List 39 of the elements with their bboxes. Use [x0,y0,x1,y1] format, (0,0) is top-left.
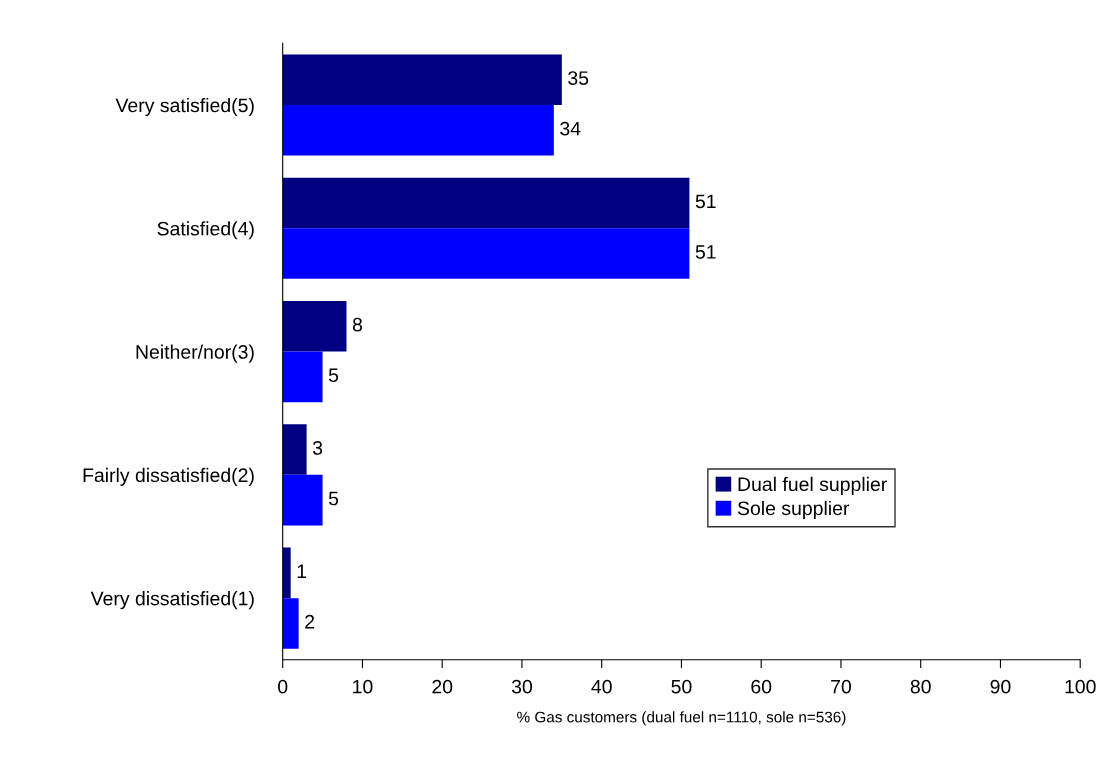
data-label: 51 [695,194,716,209]
data-label: 1 [297,564,307,578]
x-tick-label: 30 [511,679,532,694]
legend-label: Dual fuel supplier [738,476,887,495]
x-tick-label: 0 [278,679,288,694]
data-label: 5 [328,491,339,506]
x-tick-label: 100 [1065,679,1096,694]
bar [282,351,323,403]
bar [282,474,323,526]
bar [282,301,347,352]
bar [282,598,299,649]
bar [282,54,562,106]
y-tick-label: Very satisfied(5) [115,97,254,117]
x-tick-label: 70 [831,679,851,694]
x-tick-label: 50 [671,679,692,694]
x-axis-title: % Gas customers (dual fuel n=1110, sole n=536) [517,711,846,726]
y-tick-label: Satisfied(4) [157,221,254,240]
y-tick-label: Very dissatisfied(1) [90,591,254,610]
x-tick-label: 90 [990,679,1011,694]
bar [282,424,307,475]
data-label: 51 [695,245,716,259]
bar [282,177,690,229]
x-tick-label: 10 [353,679,373,694]
bar [282,228,690,279]
data-label: 5 [328,368,339,383]
x-tick-label: 20 [432,679,453,694]
data-label: 34 [560,121,581,136]
x-tick-label: 40 [591,679,612,694]
data-label: 35 [568,71,589,85]
y-tick-label: Fairly dissatisfied(2) [83,467,254,486]
y-tick-label: Neither/nor(3) [136,344,254,363]
legend-label: Sole supplier [737,500,850,520]
bar [282,547,291,599]
x-tick-label: 60 [751,679,772,694]
data-label: 2 [305,614,315,629]
data-label: 8 [352,317,363,332]
x-tick-label: 80 [910,679,931,694]
data-label: 3 [312,441,323,455]
bar [282,105,554,156]
